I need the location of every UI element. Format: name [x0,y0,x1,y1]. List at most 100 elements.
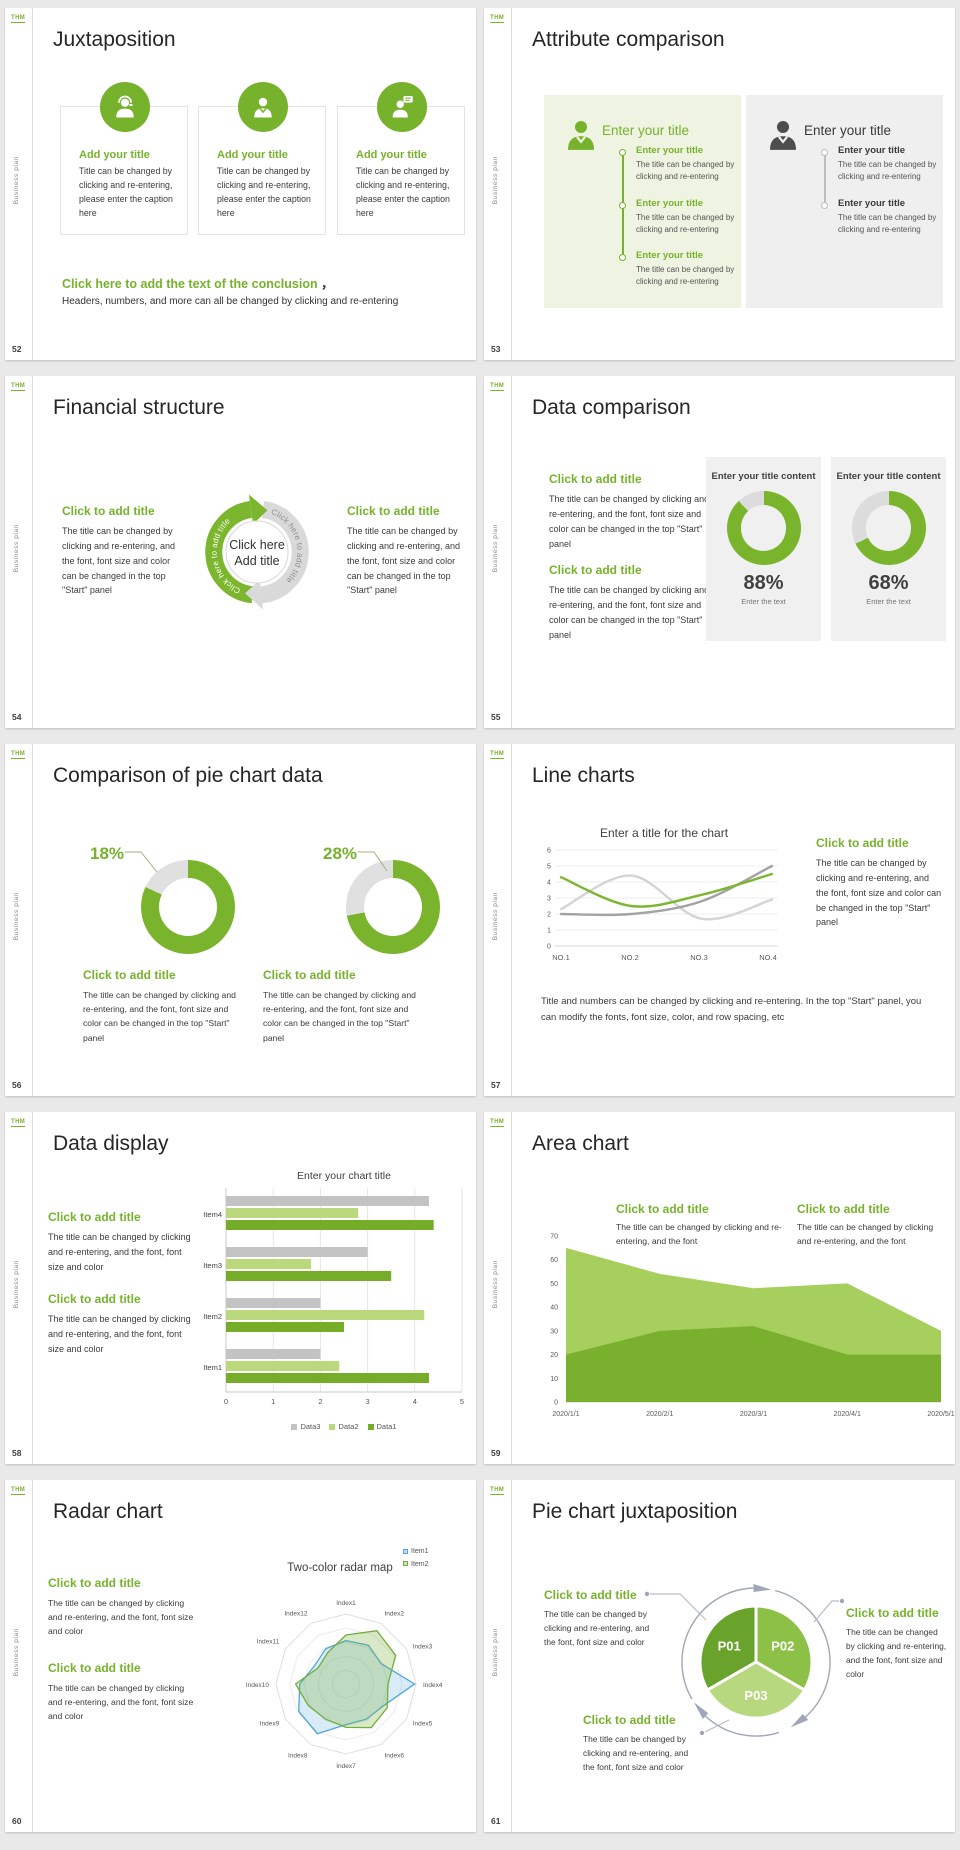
svg-text:Add title: Add title [234,554,279,568]
slide-53-attribute-comparison[interactable]: THM Business plan 53 Attribute compariso… [484,8,955,360]
slide-58-data-display[interactable]: THM Business plan 58 Data display Click … [5,1112,476,1464]
svg-text:6: 6 [547,848,551,855]
panel-heading: Enter your title [804,123,892,138]
sidebar-vertical-label: Business plan [492,155,499,205]
svg-text:30: 30 [550,1328,558,1335]
timeline-node [821,149,828,156]
logo: THM [490,1119,505,1127]
svg-text:60: 60 [550,1257,558,1264]
legend-swatch-gray [291,1424,298,1431]
slide-52-juxtaposition[interactable]: THM Business plan 52 Juxtaposition Add y… [5,8,476,360]
slide-title: Juxtaposition [53,28,176,51]
slide-title: Attribute comparison [532,28,725,51]
svg-text:NO.2: NO.2 [621,953,639,962]
timeline-node [619,202,626,209]
slide-sidebar: THM Business plan 57 [484,744,512,1096]
conclusion-comma: ， [321,277,334,291]
slide-title: Financial structure [53,396,225,419]
donut-chart-88 [726,491,801,566]
slide-number: 61 [491,1816,501,1826]
logo: THM [490,751,505,759]
item-title: Enter your title [838,198,906,209]
sidebar-vertical-label: Business plan [492,891,499,941]
svg-text:NO.3: NO.3 [690,953,708,962]
block-title: Click to add title [549,472,642,486]
chart-title: Enter your chart title [297,1170,391,1182]
group-title: Click to add title [263,968,356,982]
svg-text:40: 40 [550,1305,558,1312]
callout-body: The title can be changed by clicking and… [544,1609,650,1647]
slide-title: Radar chart [53,1500,163,1523]
slide-sidebar: THM Business plan 53 [484,8,512,360]
svg-text:0: 0 [547,944,551,951]
slide-sidebar: THM Business plan 58 [5,1112,33,1464]
item-title: Enter your title [636,250,704,261]
slide-number: 56 [12,1080,22,1090]
sidebar-vertical-label: Business plan [13,523,20,573]
donut-chart-28 [346,860,440,954]
percent-callout: 18% [90,844,125,863]
stat-heading: Enter your title content [711,471,816,482]
legend-item: Data1 [367,1422,397,1431]
item-title: Enter your title [636,198,704,209]
slide-57-line-charts[interactable]: THM Business plan 57 Line charts Enter a… [484,744,955,1096]
sidebar-vertical-label: Business plan [13,1627,20,1677]
callout-title: Click to add title [846,1606,939,1620]
sidebar-vertical-label: Business plan [13,891,20,941]
svg-text:NO.1: NO.1 [552,953,570,962]
slide-61-pie-juxtaposition[interactable]: THM Business plan 61 Pie chart juxtaposi… [484,1480,955,1832]
slide-sidebar: THM Business plan 56 [5,744,33,1096]
item-body: The title can be changed by clicking and… [838,160,937,181]
group-body: The title can be changed by clicking and… [263,990,416,1043]
sidebar-vertical-label: Business plan [492,523,499,573]
stat-percent: 88% [743,572,784,595]
side-body: The title can be changed by clicking and… [816,858,942,928]
block-title: Click to add title [48,1210,141,1224]
svg-text:2020/5/1: 2020/5/1 [927,1411,954,1418]
card-body: Title can be changed by clicking and re-… [356,166,450,219]
item-body: The title can be changed by clicking and… [636,265,735,286]
slide-number: 52 [12,344,22,354]
logo: THM [11,751,26,759]
slide-60-radar-chart[interactable]: THM Business plan 60 Radar chart Click t… [5,1480,476,1832]
svg-text:2020/2/1: 2020/2/1 [646,1411,673,1418]
radar-chart: Index1 Index2 Index3 Index4 Index5 Index6 Inde… [246,1600,443,1770]
slide-title: Data comparison [532,396,691,419]
legend-swatch-lightgreen [329,1424,336,1431]
block-title: Click to add title [797,1202,890,1216]
slide-number: 53 [491,344,501,354]
svg-text:Index1: Index1 [336,1600,356,1607]
svg-text:0: 0 [224,1397,228,1406]
slide-title: Data display [53,1132,169,1155]
chart-title: Enter a title for the chart [599,826,729,840]
block-title: Click to add title [48,1576,141,1590]
slide-56-pie-comparison[interactable]: THM Business plan 56 Comparison of pie c… [5,744,476,1096]
legend-item: Data2 [329,1422,359,1431]
svg-text:Index10: Index10 [246,1682,270,1689]
item-title: Enter your title [838,145,906,156]
slide-59-area-chart[interactable]: THM Business plan 59 Area chart Click to… [484,1112,955,1464]
slide-number: 58 [12,1448,22,1458]
slide-54-financial-structure[interactable]: THM Business plan 54 Financial structure… [5,376,476,728]
chart-title: Two-color radar map [287,1562,393,1574]
timeline-node [821,202,828,209]
svg-text:10: 10 [550,1376,558,1383]
svg-text:0: 0 [554,1400,558,1407]
conclusion-title-row: Click here to add the text of the conclu… [62,273,334,292]
svg-text:Index11: Index11 [257,1639,280,1646]
feature-card: Add your title Title can be changed by c… [60,82,188,235]
support-agent-icon [100,82,150,132]
svg-text:Index5: Index5 [413,1721,433,1728]
stat-caption: Enter the text [866,597,911,607]
svg-text:2020/4/1: 2020/4/1 [834,1411,861,1418]
logo: THM [11,1119,26,1127]
svg-text:5: 5 [460,1397,464,1406]
comparison-panel-right: Enter your title Enter your title The ti… [746,95,943,308]
svg-text:Index7: Index7 [336,1763,356,1770]
footer-note: Title and numbers can be changed by clic… [541,996,922,1023]
svg-text:Index6: Index6 [385,1753,405,1760]
slide-55-data-comparison[interactable]: THM Business plan 55 Data comparison Cli… [484,376,955,728]
panel-heading: Enter your title [602,123,690,138]
